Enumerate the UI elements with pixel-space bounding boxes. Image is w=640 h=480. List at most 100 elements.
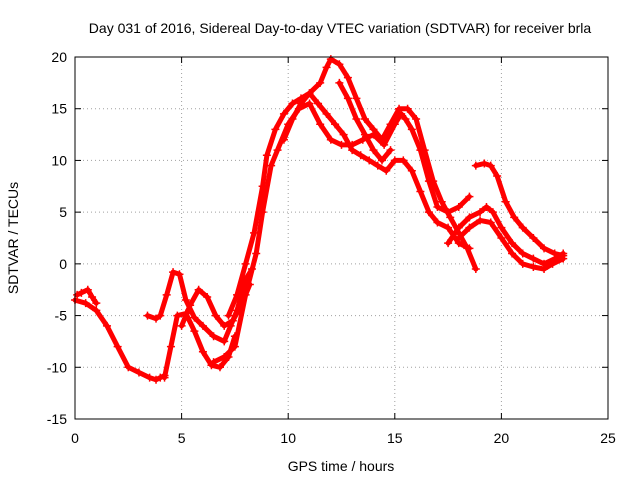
data-point-marker	[124, 363, 133, 372]
data-point-marker	[465, 192, 474, 201]
data-point-marker	[399, 156, 408, 165]
series-track-11	[444, 202, 568, 268]
data-point-marker	[444, 223, 453, 232]
data-point-marker	[476, 208, 485, 217]
data-point-marker	[480, 159, 489, 168]
data-point-marker	[203, 292, 212, 301]
data-point-marker	[407, 166, 416, 175]
data-point-marker	[493, 171, 502, 180]
data-point-marker	[465, 223, 474, 232]
data-point-marker	[326, 135, 335, 144]
data-point-marker	[369, 125, 378, 134]
y-tick-label: 15	[51, 101, 67, 117]
data-point-marker	[186, 301, 195, 310]
data-point-marker	[250, 228, 259, 237]
data-point-marker	[471, 265, 480, 274]
data-point-marker	[224, 311, 233, 320]
data-point-marker	[518, 223, 527, 232]
data-point-marker	[322, 63, 331, 72]
data-point-marker	[198, 347, 207, 356]
data-point-marker	[488, 208, 497, 217]
data-point-marker	[437, 197, 446, 206]
data-point-marker	[175, 270, 184, 279]
data-point-marker	[497, 234, 506, 242]
data-point-marker	[143, 311, 152, 320]
data-point-marker	[386, 146, 395, 155]
series-trace	[281, 90, 472, 251]
data-point-marker	[83, 285, 92, 294]
data-point-marker	[194, 285, 203, 294]
series-track-8	[279, 89, 474, 253]
data-point-marker	[241, 290, 250, 299]
tick-labels: 0 5 10 15 20 25 -15 -10 -5 0 5 10 15 20	[47, 49, 616, 446]
y-tick-label: 20	[51, 49, 67, 65]
data-point-marker	[529, 262, 538, 271]
data-point-marker	[343, 73, 352, 82]
x-tick-label: 15	[387, 430, 403, 446]
data-point-marker	[267, 161, 276, 170]
data-point-marker	[190, 327, 199, 336]
data-point-marker	[252, 249, 261, 258]
data-point-marker	[335, 78, 344, 87]
data-point-marker	[433, 218, 442, 227]
data-point-marker	[373, 161, 382, 170]
data-point-marker	[429, 177, 438, 186]
data-point-marker	[337, 140, 346, 149]
data-point-marker	[382, 166, 391, 175]
data-point-marker	[273, 146, 282, 155]
data-point-marker	[230, 342, 239, 351]
data-point-marker	[540, 244, 549, 253]
data-point-marker	[416, 187, 425, 196]
data-point-marker	[482, 202, 491, 211]
data-point-marker	[152, 314, 161, 323]
data-point-marker	[166, 342, 175, 351]
chart-title: Day 031 of 2016, Sidereal Day-to-day VTE…	[89, 20, 592, 36]
data-point-marker	[209, 358, 218, 367]
data-point-marker	[220, 337, 229, 346]
data-point-marker	[465, 244, 474, 253]
data-point-marker	[331, 120, 340, 129]
data-point-marker	[198, 321, 207, 330]
data-point-marker	[92, 306, 101, 315]
data-point-marker	[529, 254, 538, 263]
data-point-marker	[241, 259, 250, 268]
data-point-marker	[209, 332, 218, 341]
data-point-marker	[486, 218, 495, 227]
data-point-marker	[454, 223, 463, 232]
y-tick-label: 0	[59, 256, 67, 272]
data-point-marker	[73, 290, 82, 299]
data-point-marker	[352, 115, 361, 124]
data-point-marker	[339, 130, 348, 139]
data-point-marker	[378, 135, 387, 144]
data-point-marker	[271, 125, 280, 134]
data-point-marker	[446, 213, 455, 222]
data-point-marker	[288, 99, 297, 108]
y-tick-label: 5	[59, 204, 67, 220]
data-point-marker	[380, 140, 389, 149]
data-point-marker	[343, 94, 352, 103]
data-point-marker	[305, 99, 314, 108]
data-point-marker	[360, 130, 369, 139]
data-point-marker	[501, 197, 510, 206]
x-axis-label: GPS time / hours	[288, 458, 395, 474]
series-track-5	[177, 280, 254, 330]
data-point-marker	[296, 99, 305, 108]
data-point-marker	[262, 151, 271, 160]
data-point-marker	[169, 268, 178, 277]
data-point-marker	[181, 296, 190, 305]
data-point-marker	[352, 94, 361, 103]
y-tick-label: 10	[51, 152, 67, 168]
data-point-marker	[412, 115, 421, 124]
data-point-marker	[433, 202, 442, 211]
data-point-marker	[508, 239, 517, 248]
data-point-marker	[386, 120, 395, 129]
data-point-marker	[476, 216, 485, 225]
series-track-1	[71, 296, 169, 384]
data-point-marker	[215, 363, 224, 372]
series-track-2	[73, 285, 101, 308]
data-point-marker	[548, 259, 557, 268]
data-point-marker	[314, 99, 323, 108]
series-trace	[445, 204, 566, 267]
